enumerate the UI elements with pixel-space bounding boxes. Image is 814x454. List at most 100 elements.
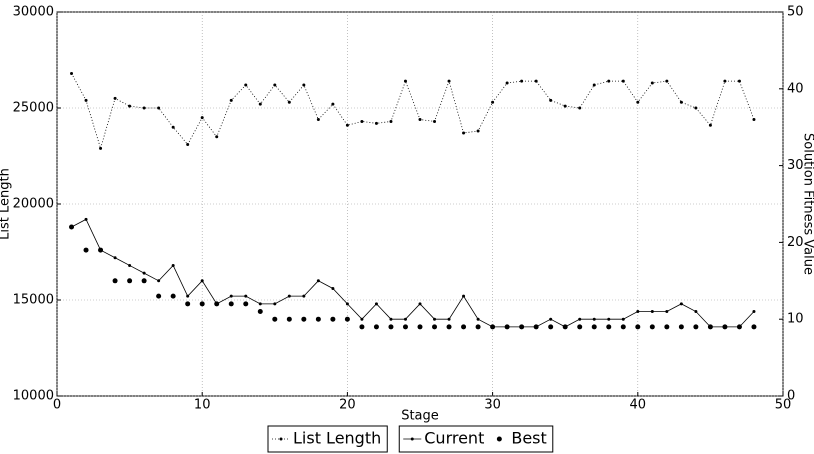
data-point: [752, 118, 756, 122]
data-point: [214, 301, 220, 307]
data-point: [665, 79, 669, 83]
data-point: [636, 100, 640, 104]
data-point: [621, 79, 625, 83]
data-point: [142, 271, 146, 275]
data-point: [649, 324, 655, 330]
data-point: [563, 104, 567, 108]
data-point: [331, 286, 335, 290]
data-point: [374, 121, 378, 125]
series-line: [71, 73, 755, 150]
data-point: [171, 125, 175, 129]
data-point: [679, 302, 683, 306]
data-point: [520, 79, 524, 83]
data-point: [403, 317, 407, 321]
data-point: [607, 79, 611, 83]
data-point: [636, 310, 640, 314]
data-point: [621, 317, 625, 321]
data-point: [157, 279, 161, 283]
data-point: [562, 324, 568, 330]
x-axis-label: Stage: [401, 409, 439, 424]
data-point: [578, 106, 582, 110]
x-tick-label: 0: [53, 398, 61, 413]
legend-marker: [279, 437, 283, 441]
data-point: [534, 79, 538, 83]
data-point: [578, 317, 582, 321]
x-tick-label: 30: [484, 398, 501, 413]
data-point: [243, 301, 249, 307]
data-point: [737, 79, 741, 83]
data-point: [708, 123, 712, 127]
data-point: [316, 279, 320, 283]
data-point: [475, 324, 481, 330]
data-point: [142, 106, 146, 110]
y2-tick-label: 50: [787, 5, 804, 20]
y2-axis-label: Solution Fitness Value: [801, 133, 814, 275]
data-point: [694, 310, 698, 314]
data-point: [128, 104, 132, 108]
data-point: [359, 324, 365, 330]
data-point: [490, 324, 496, 330]
data-point: [447, 317, 451, 321]
data-point: [607, 317, 611, 321]
y-tick-label: 15000: [13, 293, 54, 308]
data-point: [650, 81, 654, 85]
data-point: [186, 142, 190, 146]
data-point: [171, 263, 175, 267]
legend-box: [398, 425, 554, 453]
data-point: [200, 279, 204, 283]
y-tick-label: 30000: [13, 5, 54, 20]
y2-tick-label: 20: [787, 235, 804, 250]
data-point: [258, 302, 262, 306]
data-point: [228, 301, 234, 307]
data-point: [505, 81, 509, 85]
data-point: [751, 324, 757, 330]
data-point: [272, 316, 278, 322]
series-line: [71, 218, 755, 328]
legend-label: Best: [511, 429, 546, 448]
data-point: [504, 324, 510, 330]
data-point: [215, 135, 219, 139]
data-point: [592, 317, 596, 321]
data-point: [345, 302, 349, 306]
y2-tick-label: 30: [787, 158, 804, 173]
data-point: [229, 294, 233, 298]
y-tick-label: 25000: [13, 101, 54, 116]
data-point: [257, 309, 263, 315]
data-point: [476, 317, 480, 321]
data-point: [113, 256, 117, 260]
data-point: [156, 293, 162, 299]
data-point: [402, 324, 408, 330]
data-point: [99, 146, 103, 150]
data-point: [549, 317, 553, 321]
data-point: [273, 83, 277, 87]
legend: Current Best: [398, 425, 554, 453]
data-point: [519, 324, 525, 330]
data-point: [592, 83, 596, 87]
data-point: [170, 293, 176, 299]
data-point: [316, 118, 320, 122]
data-point: [650, 310, 654, 314]
data-point: [141, 278, 147, 284]
y2-tick-label: 40: [787, 81, 804, 96]
data-point: [665, 310, 669, 314]
data-point: [403, 79, 407, 83]
x-tick-label: 40: [630, 398, 647, 413]
data-point: [694, 106, 698, 110]
data-point: [679, 100, 683, 104]
x-tick-label: 10: [194, 398, 211, 413]
data-point: [112, 278, 118, 284]
data-point: [244, 294, 248, 298]
data-point: [186, 294, 190, 298]
data-point: [185, 301, 191, 307]
data-point: [344, 316, 350, 322]
y2-tick-label: 0: [787, 389, 795, 404]
legend-label: Current: [424, 429, 484, 448]
legend-marker: [496, 436, 502, 442]
data-point: [577, 324, 583, 330]
data-point: [113, 96, 117, 100]
data-point: [127, 278, 133, 284]
data-point: [664, 324, 670, 330]
legend: List Length: [267, 425, 388, 453]
data-point: [417, 324, 423, 330]
